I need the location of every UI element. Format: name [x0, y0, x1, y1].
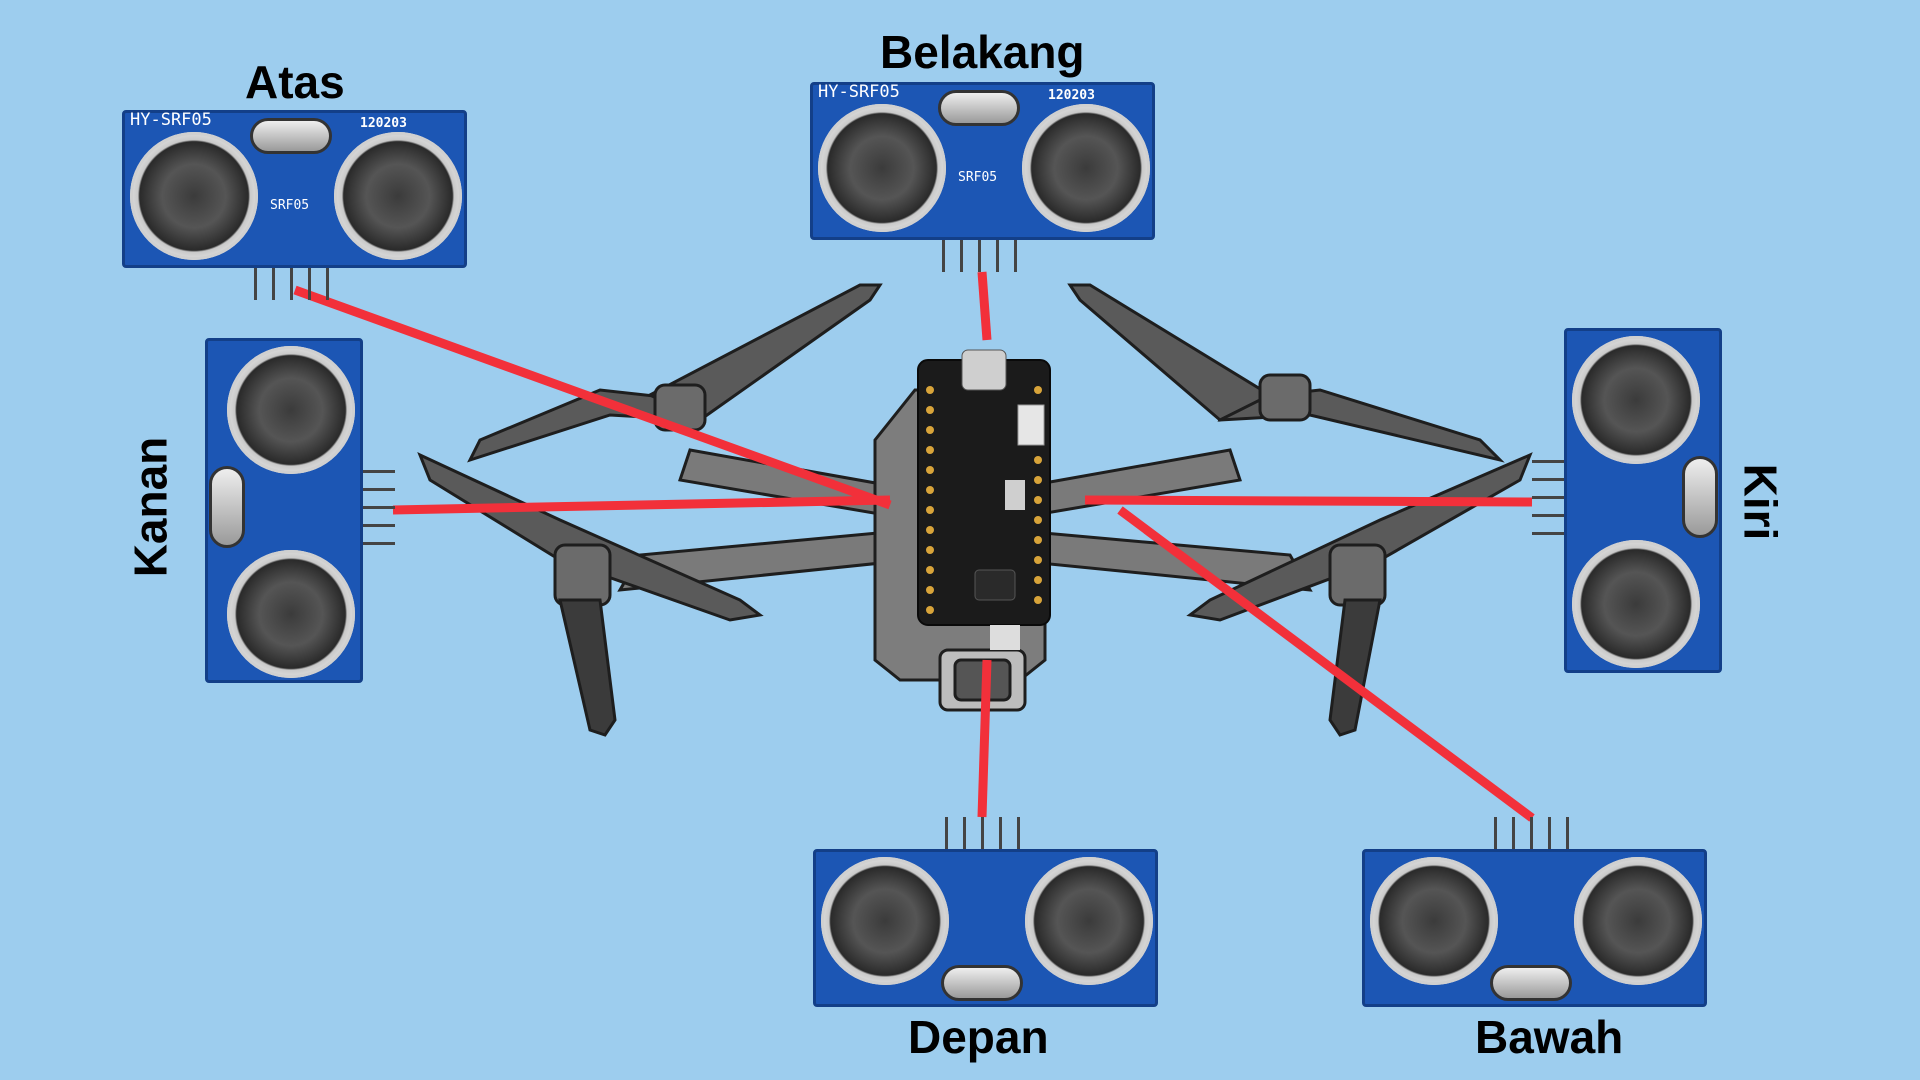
transducer-top — [227, 346, 355, 474]
wire-kiri — [1084, 495, 1533, 507]
transducer-left — [821, 857, 949, 985]
wire-bawah — [1117, 506, 1535, 822]
transducer-right — [1022, 104, 1150, 232]
transducer-top — [1572, 336, 1700, 464]
wire-kanan — [392, 495, 891, 515]
sensor-model: HY-SRF05 — [818, 82, 900, 102]
transducer-bottom — [227, 550, 355, 678]
microcontroller-board-icon — [917, 349, 1051, 650]
sensor-atas: HY-SRF05 120203 SRF05 — [122, 110, 467, 300]
sensor-model: HY-SRF05 — [130, 110, 212, 130]
transducer-left — [130, 132, 258, 260]
crystal-oscillator — [941, 965, 1023, 1001]
label-kanan: Kanan — [124, 436, 177, 578]
label-bawah: Bawah — [1475, 1011, 1624, 1063]
transducer-right — [1574, 857, 1702, 985]
wire-depan — [977, 659, 992, 818]
label-depan: Depan — [908, 1011, 1049, 1063]
sensor-brand: SRF05 — [958, 170, 998, 185]
wire-belakang — [977, 271, 992, 341]
sensor-kiri — [1532, 328, 1722, 673]
sensor-code: 120203 — [1048, 88, 1095, 103]
wire-atas — [293, 285, 892, 510]
sensor-kanan — [205, 338, 395, 683]
transducer-left — [818, 104, 946, 232]
wires — [293, 271, 1535, 822]
label-belakang: Belakang — [880, 26, 1085, 78]
crystal-oscillator — [938, 90, 1020, 126]
crystal-oscillator — [209, 466, 245, 548]
transducer-right — [1025, 857, 1153, 985]
sensor-bawah — [1362, 817, 1707, 1007]
transducer-left — [1370, 857, 1498, 985]
crystal-oscillator — [250, 118, 332, 154]
transducer-right — [334, 132, 462, 260]
transducer-bottom — [1572, 540, 1700, 668]
crystal-oscillator — [1490, 965, 1572, 1001]
sensor-belakang: HY-SRF05 120203 SRF05 — [810, 82, 1155, 272]
label-kiri: Kiri — [1734, 463, 1787, 541]
crystal-oscillator — [1682, 456, 1718, 538]
sensor-brand: SRF05 — [270, 198, 310, 213]
sensor-depan — [813, 817, 1158, 1007]
label-atas: Atas — [245, 56, 345, 108]
sensor-code: 120203 — [360, 116, 407, 131]
